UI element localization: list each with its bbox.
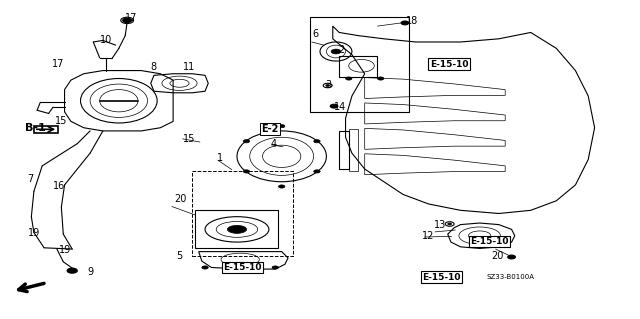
Text: E-15-10: E-15-10	[430, 60, 468, 69]
Text: 20: 20	[174, 194, 187, 204]
Text: 17: 17	[125, 13, 138, 23]
Circle shape	[243, 140, 250, 143]
Text: 19: 19	[28, 227, 40, 238]
Text: 7: 7	[28, 174, 34, 183]
Circle shape	[326, 85, 330, 86]
Text: E-15-10: E-15-10	[470, 237, 509, 246]
Bar	[339, 56, 378, 77]
Circle shape	[202, 266, 208, 269]
Text: 9: 9	[87, 267, 93, 277]
Text: 6: 6	[312, 29, 319, 39]
Text: 14: 14	[334, 102, 346, 112]
Circle shape	[243, 170, 250, 173]
Circle shape	[278, 185, 285, 188]
Bar	[339, 131, 349, 169]
Text: 19: 19	[60, 245, 72, 255]
Circle shape	[330, 104, 338, 108]
Text: 15: 15	[182, 134, 195, 144]
Text: E-15-10: E-15-10	[223, 263, 261, 272]
Circle shape	[67, 268, 77, 273]
Bar	[349, 129, 358, 171]
Text: 11: 11	[182, 63, 195, 72]
Circle shape	[448, 223, 452, 225]
Text: 20: 20	[491, 251, 504, 261]
Text: 12: 12	[422, 231, 435, 241]
Text: 16: 16	[53, 182, 65, 191]
Circle shape	[401, 21, 409, 25]
Circle shape	[314, 170, 320, 173]
Text: E-2: E-2	[261, 124, 278, 134]
Text: 15: 15	[55, 116, 67, 126]
Bar	[195, 210, 278, 249]
Text: 17: 17	[52, 59, 64, 69]
Text: 3: 3	[325, 80, 332, 90]
Text: 13: 13	[434, 219, 446, 230]
Bar	[310, 17, 410, 112]
Text: SZ33-B0100A: SZ33-B0100A	[486, 274, 534, 280]
Text: 1: 1	[216, 153, 223, 163]
Circle shape	[123, 18, 132, 23]
Circle shape	[378, 77, 384, 80]
Circle shape	[278, 124, 285, 128]
Bar	[34, 126, 58, 132]
Circle shape	[272, 266, 278, 269]
Text: 10: 10	[100, 35, 112, 45]
Circle shape	[508, 255, 515, 259]
Text: 4: 4	[270, 139, 276, 149]
Ellipse shape	[331, 49, 340, 54]
Text: 2: 2	[338, 45, 344, 55]
Text: E-15-10: E-15-10	[422, 272, 461, 281]
Text: B-1: B-1	[25, 123, 45, 133]
Text: 18: 18	[406, 16, 419, 26]
Text: 8: 8	[151, 63, 157, 72]
Circle shape	[314, 140, 320, 143]
Circle shape	[346, 77, 352, 80]
Ellipse shape	[227, 226, 246, 233]
Text: 5: 5	[176, 251, 182, 261]
